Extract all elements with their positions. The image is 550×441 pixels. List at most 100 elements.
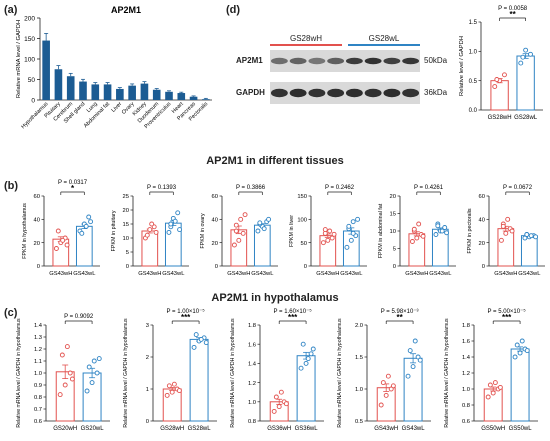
chart-b2-x-tick-label: GS43wL [162,271,185,277]
chart-d-point [518,60,524,66]
chart-b4-point [346,223,352,229]
chart-c5-point [497,384,503,390]
chart-a-bar [165,91,173,100]
chart-a-bar [79,81,87,100]
chart-a-bar [42,40,50,100]
blot-band [383,57,401,65]
scatter-chart-d: 0.0 0.5 1.0 1.5 Relative level / GAPDH GS28wH… [459,6,543,121]
panel-label-b: (b) [4,180,19,192]
chart-c2-point [193,332,199,338]
chart-b6-point [505,216,511,222]
chart-c3-x-tick-label: GS36wH [267,426,291,432]
chart-b3-y-tick-label: 60 [212,194,218,200]
chart-c5-point [519,338,525,344]
chart-c5-y-tick-label: 1.4 [462,355,471,361]
chart-b3-point [233,228,239,234]
chart-d-point [494,77,500,82]
chart-b2-point [168,221,174,227]
chart-a-bar [54,69,63,100]
chart-c1-point [64,344,70,350]
chart-b6-y-label: FPKM in pectoralis [467,208,473,254]
chart-c4-point [385,373,391,379]
chart-b2-point [166,229,172,235]
chart-c3-point [271,408,277,414]
panel-label-c: (c) [4,307,18,319]
chart-c3-y-tick-label: 1.6 [248,342,256,348]
chart-b4-point [327,228,333,234]
chart-c2-point [203,340,209,346]
chart-b6-point [500,223,506,229]
chart-c3-point [305,356,311,362]
chart-d-y-label: Relative level / GAPDH [459,36,465,96]
blot-band [327,57,345,65]
chart-c2-y-tick-label: 1 [146,387,149,393]
chart-b5-x-tick-label: GS43wL [429,271,452,277]
chart-c4-point [415,354,421,360]
chart-b4-point [344,244,350,250]
blot-band [289,57,307,65]
chart-c1-x-tick-label: GS20wL [81,426,105,432]
chart-b5-point [409,239,415,244]
chart-b4-y-tick-label: 150 [297,194,307,200]
chart-c1-p-value: P = 0.9092 [64,314,94,320]
chart-c5-x-tick-label: GS50wL [509,426,533,432]
chart-a-bar [103,84,112,100]
chart-b5-y-tick-label: 10 [390,229,396,235]
panel-label-d: (d) [226,4,241,16]
chart-b1-point [86,214,92,220]
chart-c1-y-tick-label: 1.3 [34,335,42,341]
chart-c4-y-label: Relative mRNA level / GAPDH in hypothala… [337,318,343,428]
chart-b5-point [435,223,441,229]
chart-a-bar [140,83,149,100]
chart-c1-point [67,370,73,376]
chart-d-sig-stars: ** [510,10,517,19]
chart-b5-point [414,235,420,241]
chart-c3-y-tick-label: 0.8 [248,419,256,425]
chart-b2-point [153,229,159,235]
chart-b6-y-tick-label: 20 [479,241,485,247]
chart-a-bar [202,99,210,100]
chart-b3-point [231,242,237,248]
chart-b2-y-tick-label: 15 [123,222,129,228]
blot-size-1-label: 50kDa [424,56,448,65]
chart-c2-bar [189,338,209,422]
chart-b6-point [509,228,515,234]
chart-c1-point [94,370,100,376]
chart-c3-point [273,394,279,400]
chart-c4-point [380,380,386,386]
chart-b5-point [444,230,450,236]
chart-c3-point [308,351,314,357]
chart-d-y-tick-label: 0.5 [469,79,478,85]
blot-group-right-label: GS28wL [368,34,400,43]
chart-b6-x-tick-label: GS43wL [518,271,541,277]
chart-c2-p-value: P = 1.00×10⁻⁵ [167,308,206,315]
chart-c4-point [390,383,396,389]
chart-b6-y-tick-label: 60 [479,194,485,200]
chart-c4-p-value: P = 5.98×10⁻³ [381,309,419,315]
chart-d-point [492,84,498,89]
chart-c1-point [69,376,75,382]
chart-b3-y-tick-label: 0 [215,264,218,270]
chart-c4-x-tick-label: GS43wH [374,426,398,432]
blot-band [402,88,420,98]
chart-a-y-tick-label: 150 [24,36,35,43]
chart-a-y-tick-label: 0 [31,98,35,105]
chart-c2-point [169,389,175,395]
chart-c1-point [59,352,65,358]
chart-c3-point [300,341,306,347]
chart-c3-point [298,365,304,371]
chart-c1-point [84,388,90,394]
chart-c3-point [276,404,282,410]
blot-strip-ap2m1 [270,50,420,72]
chart-c3-point [278,389,284,395]
chart-c5-point [492,380,498,386]
chart-b3-point [233,222,239,228]
chart-b2-y-tick-label: 5 [126,250,129,256]
chart-c2-y-label: Relative mRNA level / GAPDH in hypothala… [123,318,129,428]
blot-band [345,57,363,65]
chart-b4-y-tick-label: 0 [304,264,307,270]
chart-a-title: AP2M1 [111,5,141,15]
chart-c1-point [96,356,102,362]
chart-c4-point [388,386,394,392]
chart-b4-point [325,237,331,243]
